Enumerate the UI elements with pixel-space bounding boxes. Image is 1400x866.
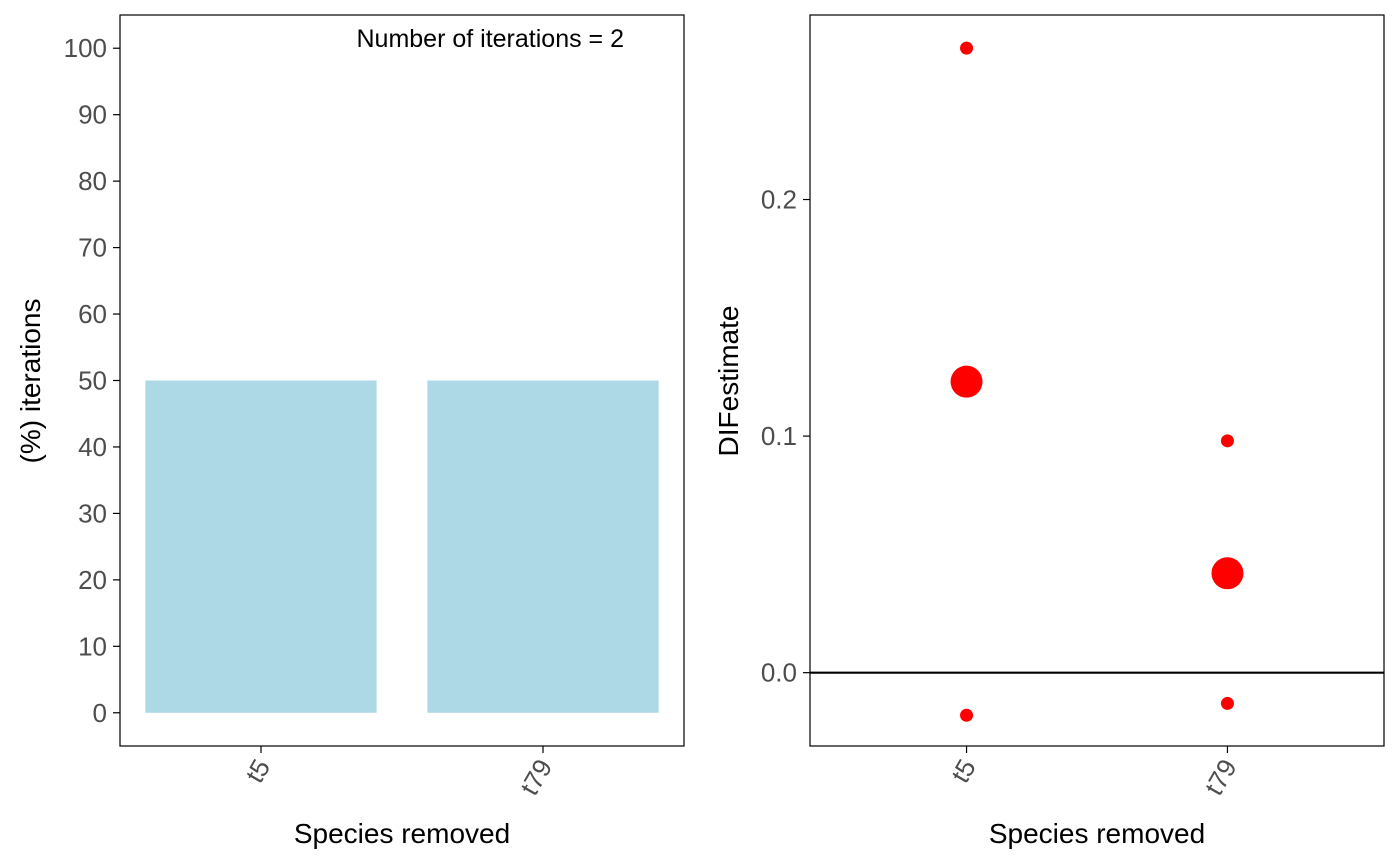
point-t5-large [950,365,983,398]
right-x-axis-title: Species removed [989,818,1205,849]
right-plot-frame [809,14,1385,747]
right-y-tick-label: 0.0 [761,658,797,688]
point-t5-small [960,708,974,722]
left-annotation: Number of iterations = 2 [357,25,625,53]
left-y-tick-label: 90 [78,100,107,130]
right-y-axis-title: DIFestimate [713,306,744,457]
left-y-tick-label: 30 [78,498,107,528]
point-t5-small [960,41,974,55]
left-y-tick-label: 80 [78,166,107,196]
bar-t5 [145,380,377,713]
right-panel-scatter-chart: 0.00.10.2 t5 t79 Species removed DIFestim… [713,14,1385,849]
left-y-tick-label: 60 [78,299,107,329]
right-points [950,41,1244,722]
left-x-axis-title: Species removed [294,818,510,849]
left-y-tick-label: 50 [78,366,107,396]
right-y-tick-label: 0.1 [761,421,797,451]
left-bars [145,380,659,713]
left-y-tick-label: 100 [64,33,107,63]
left-y-tick-label: 20 [78,565,107,595]
right-y-tick-label: 0.2 [761,185,797,215]
left-y-tick-label: 10 [78,631,107,661]
left-y-tick-label: 70 [78,233,107,263]
left-y-tick-label: 0 [93,698,107,728]
bar-t79 [427,380,659,713]
left-y-tick-label: 40 [78,432,107,462]
left-y-axis-ticks: 0 10 20 30 40 50 60 70 80 90 100 [64,33,120,728]
point-t79-large [1211,557,1244,590]
point-t79-small [1220,696,1234,710]
point-t79-small [1220,434,1234,448]
left-y-axis-title: (%) iterations [15,299,46,464]
right-y-axis-ticks: 0.0 0.1 0.2 [761,185,810,688]
